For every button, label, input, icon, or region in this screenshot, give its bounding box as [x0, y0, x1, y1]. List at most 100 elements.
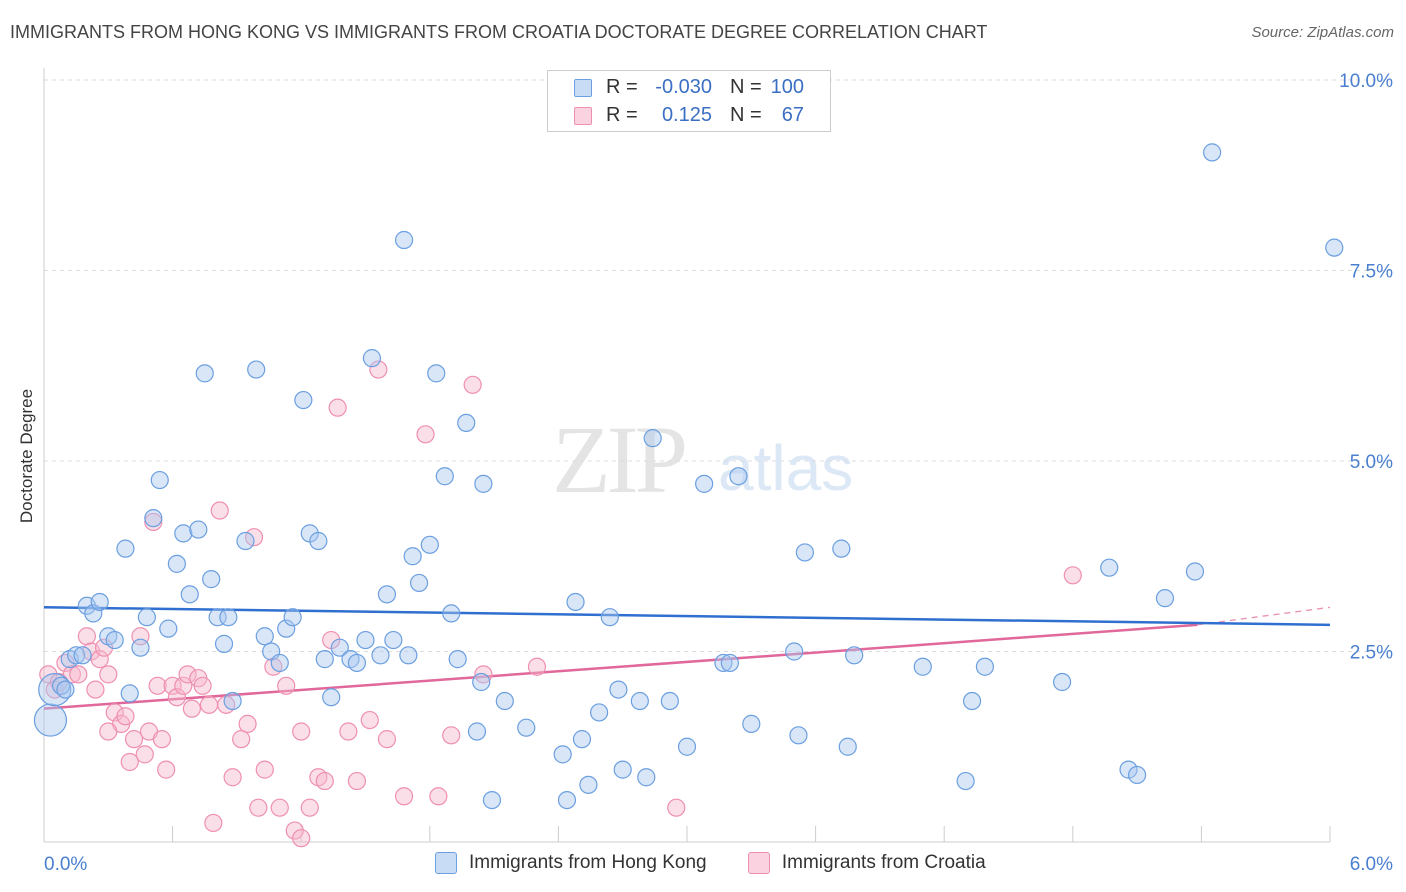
hong-kong-point — [214, 634, 234, 653]
legend-n-label: N = — [730, 76, 762, 98]
hong-kong-point — [144, 509, 163, 528]
hong-kong-point — [67, 646, 86, 665]
croatia-point — [148, 676, 167, 695]
hong-kong-point — [309, 531, 328, 551]
croatia-point — [62, 665, 81, 684]
hong-kong-point — [247, 360, 266, 379]
croatia-point — [377, 730, 397, 749]
croatia-point — [182, 699, 201, 718]
series-legend-croatia[interactable]: Immigrants from Croatia — [747, 852, 986, 874]
hong-kong-point — [167, 554, 186, 573]
hong-kong-point — [90, 592, 109, 612]
hong-kong-point — [420, 535, 439, 554]
hong-kong-point — [613, 760, 632, 779]
hong-kong-point — [566, 592, 585, 612]
series-legend-hong-kong[interactable]: Immigrants from Hong Kong — [435, 852, 707, 874]
croatia-point — [474, 665, 493, 684]
hong-kong-point — [362, 349, 382, 368]
hong-kong-point — [442, 604, 461, 623]
series-legend: Immigrants from Hong Kong Immigrants fro… — [435, 852, 1022, 876]
legend-row-hong-kong: R = -0.030 N = 100 — [548, 73, 830, 101]
trend-lines — [43, 606, 1331, 710]
chart-source: Source: ZipAtlas.com — [1251, 24, 1394, 41]
croatia-point — [463, 375, 482, 394]
legend-swatch-hong-kong — [574, 79, 592, 97]
hong-kong-point — [975, 657, 995, 676]
hong-kong-point — [435, 467, 454, 486]
croatia-point — [300, 798, 319, 817]
legend-row-croatia: R = 0.125 N = 67 — [548, 101, 830, 129]
croatia-point — [77, 627, 96, 646]
hong-kong-point — [789, 726, 808, 745]
hong-kong-point — [322, 688, 341, 707]
legend-r-label: R = — [606, 104, 638, 126]
hong-kong-point — [467, 722, 487, 741]
croatia-point — [90, 650, 109, 669]
croatia-point — [152, 730, 171, 749]
croatia-point — [315, 771, 334, 791]
hong-kong-point — [277, 619, 296, 638]
hong-kong-point — [457, 413, 476, 432]
series-label-hong-kong: Immigrants from Hong Kong — [469, 852, 707, 873]
tick-labels: 2.5% 5.0% 7.5% 10.0% 0.0% 6.0% — [44, 71, 1393, 875]
hong-kong-point — [517, 718, 536, 737]
croatia-point — [1063, 566, 1082, 585]
zipatlas-watermark: ZIP atlas — [552, 406, 853, 513]
hong-kong-point — [150, 470, 169, 490]
hong-kong-point — [785, 642, 804, 661]
croatia-point — [69, 665, 88, 684]
legend-n-value: 100 — [770, 76, 804, 98]
legend-r-value: -0.030 — [655, 76, 712, 98]
hong-kong-point — [832, 539, 851, 558]
hong-kong-point — [283, 608, 302, 627]
hong-kong-point — [448, 650, 467, 669]
hong-kong-point — [637, 768, 656, 787]
croatia-point — [328, 398, 347, 417]
croatia-point — [270, 798, 289, 817]
hong-kong-point — [579, 775, 598, 794]
hong-kong-point — [553, 745, 572, 764]
y-tick-label: 7.5% — [1350, 262, 1393, 283]
hong-kong-point — [557, 790, 577, 810]
croatia-point — [667, 798, 686, 817]
hong-kong-point — [347, 653, 367, 673]
hong-kong-point — [495, 691, 514, 711]
hong-kong-point — [315, 650, 334, 669]
legend-swatch-croatia — [574, 107, 592, 125]
hong-kong-point — [223, 691, 242, 711]
croatia-point — [292, 829, 311, 848]
legend-r-value: 0.125 — [661, 104, 712, 126]
hong-kong-point — [294, 390, 313, 410]
hong-kong-point — [84, 604, 103, 623]
hong-kong-point — [795, 543, 814, 562]
croatia-point — [210, 501, 229, 520]
croatia-point — [277, 676, 296, 695]
hong-kong-point — [1155, 589, 1175, 608]
hong-kong-point — [677, 737, 697, 756]
hong-kong-point — [572, 730, 592, 749]
croatia-point — [86, 680, 105, 699]
hong-kong-point — [643, 429, 662, 448]
croatia-point — [292, 722, 311, 741]
hong-kong-point — [729, 467, 748, 486]
croatia-point — [244, 528, 264, 547]
croatia-point — [527, 657, 547, 676]
croatia-point — [285, 821, 304, 840]
legend-r-label: R = — [606, 76, 638, 98]
hong-kong-point — [695, 474, 714, 493]
croatia-point — [394, 787, 414, 806]
hong-kong-point — [377, 585, 397, 604]
hong-kong-point — [630, 691, 649, 711]
hong-kong-point — [120, 684, 139, 703]
hong-kong-point — [482, 790, 502, 810]
hong-kong-point — [131, 638, 150, 657]
hong-kong-point — [838, 737, 857, 756]
croatia-point — [193, 676, 212, 695]
hong-kong-point — [137, 608, 156, 627]
hong-kong-point — [236, 531, 255, 551]
croatia-point — [120, 752, 139, 772]
watermark-zip: ZIP — [552, 406, 685, 513]
hong-kong-point — [720, 653, 739, 673]
hong-kong-point — [1100, 558, 1119, 577]
